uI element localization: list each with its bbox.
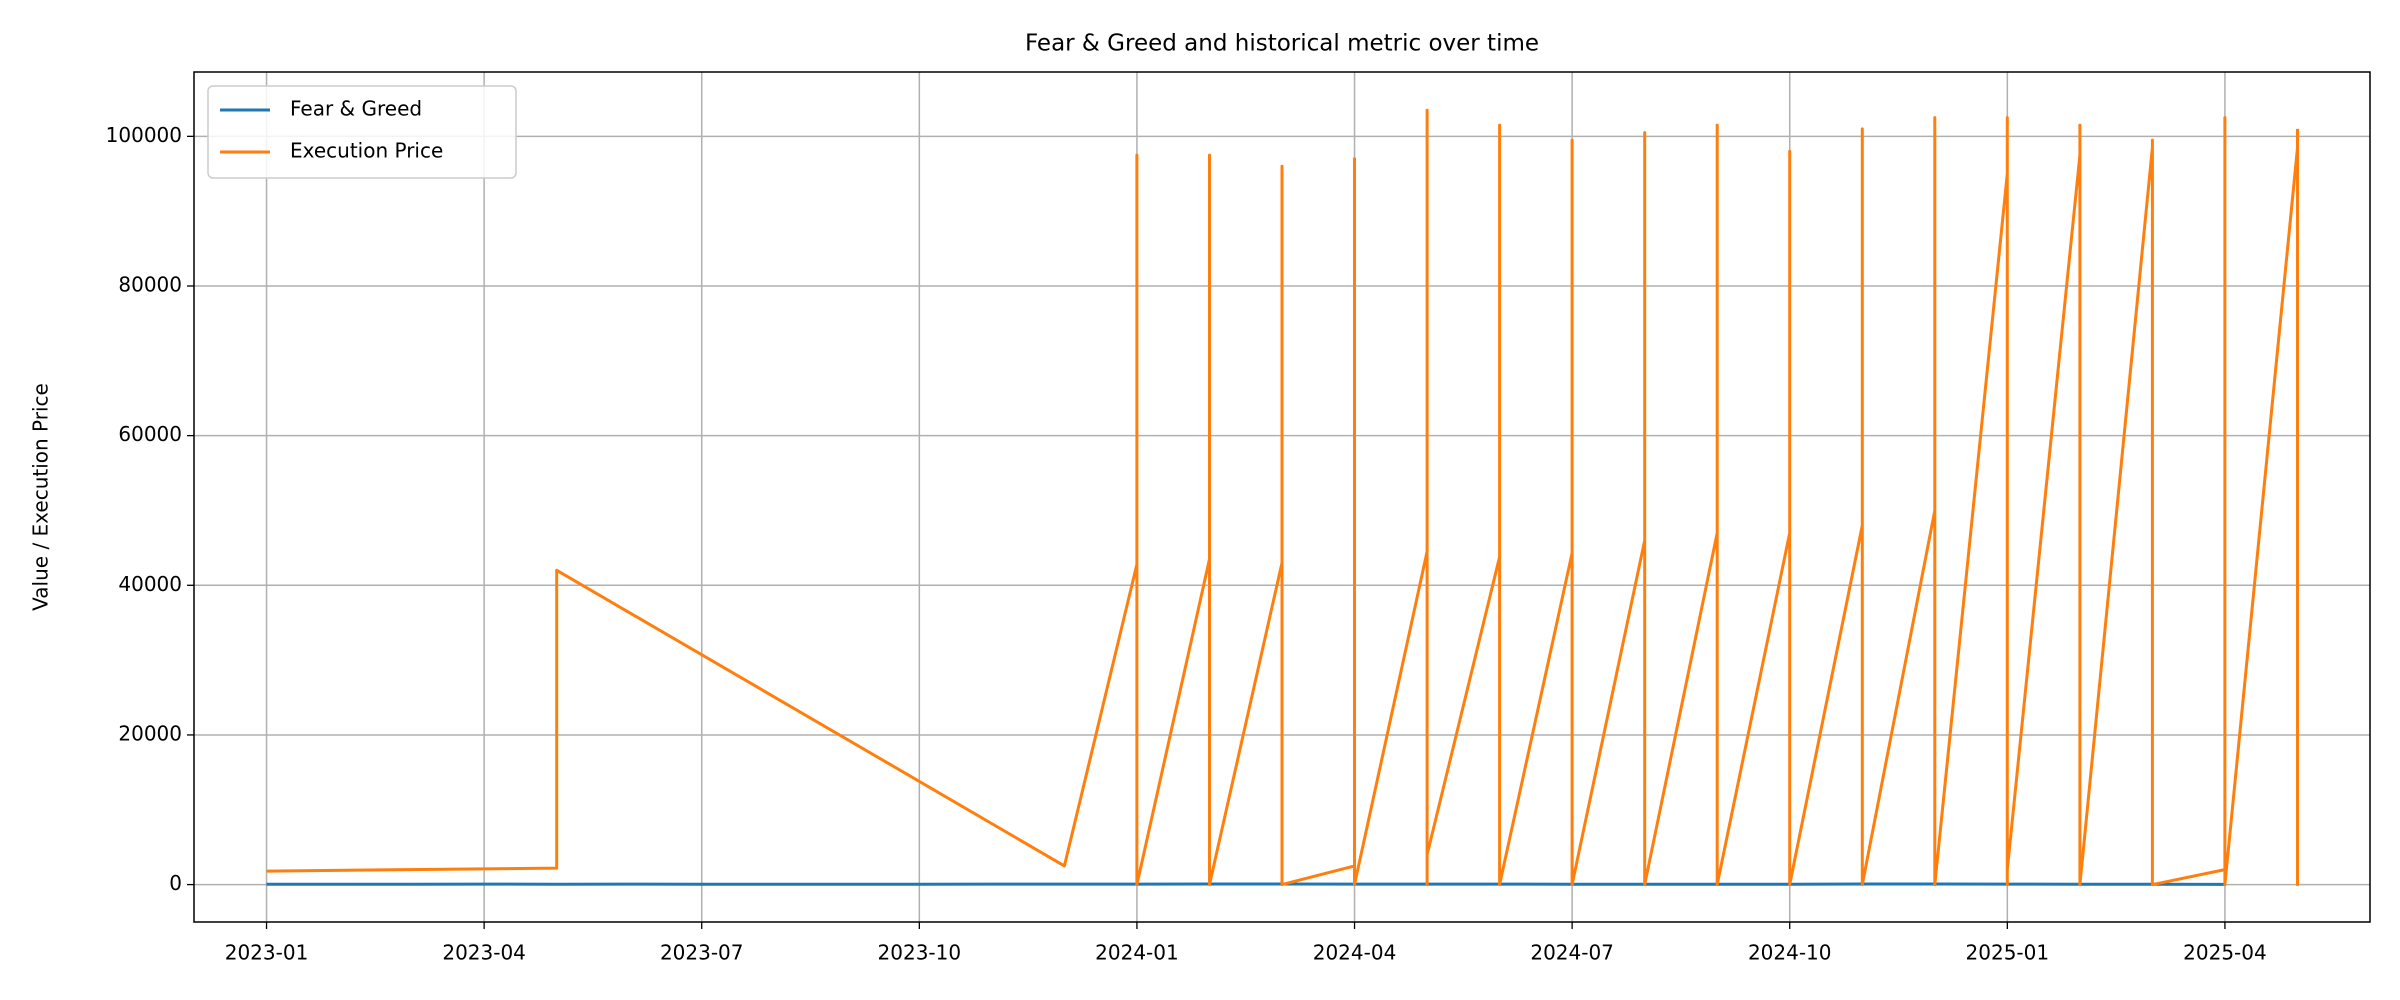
x-tick-label: 2024-07	[1530, 941, 1614, 965]
y-tick-label: 80000	[118, 272, 182, 296]
x-tick-label: 2023-07	[660, 941, 744, 965]
x-tick-label: 2025-01	[1966, 941, 2050, 965]
y-tick-label: 20000	[118, 721, 182, 745]
legend-box	[207, 85, 517, 179]
x-tick-label: 2023-04	[442, 941, 526, 965]
legend-label: Execution Price	[290, 139, 443, 163]
x-tick-label: 2024-10	[1748, 941, 1832, 965]
y-tick-label: 100000	[106, 123, 182, 147]
y-tick-label: 60000	[118, 422, 182, 446]
x-tick-label: 2024-04	[1313, 941, 1397, 965]
x-tick-label: 2025-04	[2183, 941, 2267, 965]
x-tick-label: 2023-01	[225, 941, 309, 965]
y-tick-label: 0	[169, 871, 182, 895]
plot-frame	[193, 71, 2371, 923]
y-axis-label: Value / Execution Price	[29, 383, 53, 611]
x-tick-label: 2024-01	[1095, 941, 1179, 965]
legend-label: Fear & Greed	[290, 97, 422, 121]
x-tick-label: 2023-10	[878, 941, 962, 965]
data-line	[266, 108, 2299, 887]
chart-title: Fear & Greed and historical metric over …	[1025, 31, 1539, 57]
y-tick-label: 40000	[118, 572, 182, 596]
